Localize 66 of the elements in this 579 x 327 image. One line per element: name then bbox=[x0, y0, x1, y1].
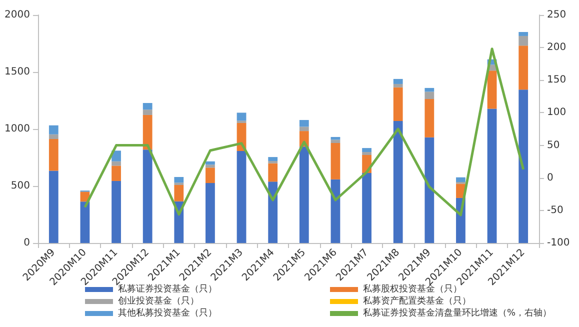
bar bbox=[48, 170, 58, 243]
bar bbox=[268, 182, 278, 243]
bar bbox=[142, 110, 152, 115]
bar bbox=[456, 177, 466, 182]
y-tick-label: 2000 bbox=[4, 10, 30, 20]
bar bbox=[112, 161, 121, 166]
bar bbox=[174, 184, 184, 202]
bar bbox=[142, 150, 152, 243]
y-tick-label: 1500 bbox=[4, 66, 30, 78]
legend-label: 私募证券投资基金（只） bbox=[118, 284, 217, 294]
bar bbox=[362, 173, 372, 243]
legend-label: 私募股权投资基金（只） bbox=[363, 284, 462, 294]
line-series bbox=[84, 48, 525, 216]
bar bbox=[487, 108, 497, 243]
bar bbox=[236, 151, 246, 243]
bar bbox=[362, 152, 372, 155]
bar bbox=[236, 112, 246, 121]
bar bbox=[206, 168, 215, 184]
legend-label: 其他私募投资基金（只） bbox=[118, 308, 217, 318]
y-tick-label: 500 bbox=[10, 180, 30, 192]
bar bbox=[424, 137, 434, 243]
y2-tick-label: -50 bbox=[547, 204, 564, 216]
y2-tick-label: 100 bbox=[547, 107, 566, 118]
legend-label: 私募资产配置类基金（只） bbox=[363, 296, 471, 306]
bar bbox=[206, 161, 215, 165]
bar bbox=[80, 202, 90, 243]
y-tick-label: 1000 bbox=[4, 124, 30, 134]
bar bbox=[518, 36, 528, 46]
bar bbox=[518, 46, 528, 90]
bar bbox=[393, 121, 403, 243]
legend-label: 私募证券投资基金清盘量环比增速（%，右轴） bbox=[363, 308, 552, 318]
y2-tick-label: 250 bbox=[547, 10, 566, 20]
bar bbox=[48, 134, 58, 140]
y-tick-label: 0 bbox=[24, 238, 30, 248]
bar bbox=[518, 32, 528, 36]
y2-tick-label: 50 bbox=[547, 140, 560, 151]
legend-label: 创业投资基金（只） bbox=[118, 296, 199, 306]
bar bbox=[518, 90, 528, 243]
bar bbox=[393, 87, 403, 122]
bar bbox=[487, 70, 497, 109]
bar bbox=[424, 92, 434, 100]
bar bbox=[362, 148, 372, 152]
bar bbox=[206, 164, 215, 168]
bar bbox=[142, 103, 152, 110]
bar bbox=[48, 125, 58, 134]
bar bbox=[206, 183, 215, 243]
y2-tick-label: -100 bbox=[547, 238, 570, 248]
bar bbox=[174, 176, 184, 183]
bar bbox=[268, 157, 278, 162]
bar bbox=[330, 143, 340, 180]
y2-tick-label: 0 bbox=[547, 172, 554, 184]
y2-tick-label: 200 bbox=[547, 42, 566, 54]
bar bbox=[268, 163, 278, 182]
bar bbox=[48, 139, 58, 171]
bar bbox=[330, 140, 340, 144]
y2-tick-label: 150 bbox=[547, 74, 566, 86]
bar bbox=[112, 166, 121, 181]
bar bbox=[112, 180, 121, 243]
bar bbox=[299, 120, 309, 127]
bar bbox=[299, 146, 309, 243]
bar bbox=[393, 78, 403, 84]
bar bbox=[393, 84, 403, 88]
bar bbox=[299, 126, 309, 132]
bar bbox=[424, 99, 434, 138]
bar bbox=[424, 88, 434, 92]
bar bbox=[142, 114, 152, 150]
